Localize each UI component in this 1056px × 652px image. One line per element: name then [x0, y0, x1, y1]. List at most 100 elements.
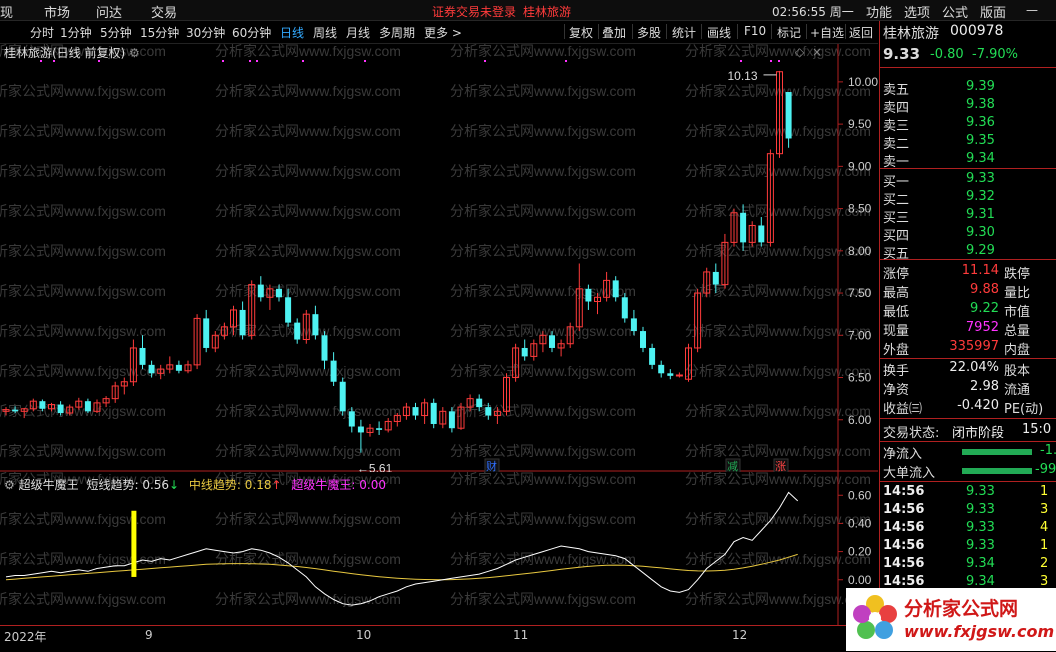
watermark-text: 分析家公式网www.fxjgsw.com — [215, 243, 401, 259]
candle-body-down — [667, 373, 674, 376]
indicator-tick-label: 0.60 — [848, 488, 872, 502]
watermark-text: 分析家公式网www.fxjgsw.com — [215, 472, 401, 487]
candle-body-down — [376, 428, 383, 430]
indicator-lines — [5, 491, 799, 606]
watermark-text: 分析家公式网www.fxjgsw.com — [450, 511, 636, 527]
indicator-chart[interactable]: 分析家公式网www.fxjgsw.com 分析家公式网www.fxjgsw.com… — [0, 472, 878, 625]
ask-row-value: 9.35 — [966, 133, 995, 148]
tab-period-30min[interactable]: 30分钟 — [186, 26, 226, 40]
watermark-text: 分析家公式网www.fxjgsw.com — [0, 163, 166, 179]
tab-period-timeshare[interactable]: 分时 — [30, 26, 55, 40]
fund-row-label2: 流通 — [1004, 383, 1031, 398]
bid-row-label: 买一 — [883, 175, 910, 190]
menu-item-layout[interactable]: 版面 — [980, 6, 1007, 21]
event-dot — [98, 60, 100, 62]
bid-row-value: 9.30 — [966, 225, 995, 240]
fund-row-label: 收益㈢ — [883, 402, 923, 417]
price-axis: 10.00 9.50 9.00 8.50 8.00 7.50 7.00 6.50 6.00 — [838, 75, 878, 427]
stat-row-label2: 市值 — [1004, 305, 1031, 320]
tab-period-multi[interactable]: 多周期 — [379, 26, 416, 40]
tab-period-daily[interactable]: 日线 — [280, 26, 305, 40]
login-warning[interactable]: 证券交易未登录 — [432, 5, 517, 19]
event-dot — [40, 60, 42, 62]
back-button[interactable]: 返回 — [849, 26, 874, 40]
price-change-pct: -7.90% — [972, 47, 1018, 62]
trade-status-value: 闭市阶段 — [952, 426, 1005, 441]
bull-value: 0.00 — [359, 478, 386, 492]
settings-dropdown-icon[interactable]: ⚙ — [129, 46, 140, 60]
menu-item-formula[interactable]: 公式 — [942, 6, 969, 21]
multi-stock-button[interactable]: 多股 — [637, 26, 662, 40]
overlay-button[interactable]: 叠加 — [602, 26, 627, 40]
candle-body-down — [758, 225, 765, 243]
candlestick-chart[interactable]: 分析家公式网www.fxjgsw.com 分析家公式网www.fxjgsw.com… — [0, 44, 878, 472]
menu-item-wenda[interactable]: 问达 — [96, 6, 123, 21]
bid-row-label: 买五 — [883, 247, 910, 262]
ask-row: 卖二 9.35 — [880, 133, 1056, 152]
tab-period-60min[interactable]: 60分钟 — [232, 26, 272, 40]
flower-logo-icon — [853, 595, 897, 639]
current-stock-name: 桂林旅游 — [523, 5, 572, 19]
big-inflow-value: -99 — [1035, 462, 1056, 477]
tick-row: 14:56 9.34 3 — [880, 574, 1056, 592]
short-trend-value: 0.56 — [142, 478, 170, 492]
watermark-text: 分析家公式网www.fxjgsw.com — [450, 363, 636, 379]
tab-period-5min[interactable]: 5分钟 — [100, 26, 132, 40]
watermark-text: 分析家公式网www.fxjgsw.com — [215, 283, 401, 299]
statistics-button[interactable]: 统计 — [672, 26, 697, 40]
menu-item-function[interactable]: 功能 — [866, 6, 893, 21]
menu-item-trade[interactable]: 交易 — [151, 6, 178, 21]
candle-body-up — [766, 153, 774, 243]
candle-body-down — [339, 381, 346, 412]
f10-button[interactable]: F10 — [744, 24, 767, 38]
ask-row-value: 9.39 — [966, 79, 995, 94]
clock-display: 02:56:55 周一 — [772, 5, 854, 19]
big-inflow-row: 大单流入 -99 — [880, 462, 1056, 481]
fund-row-label: 换手 — [883, 364, 910, 379]
bid-row-value: 9.33 — [966, 171, 995, 186]
candle-body-up — [248, 284, 256, 336]
ask-row: 卖三 9.36 — [880, 115, 1056, 134]
menu-item-options[interactable]: 选项 — [904, 6, 931, 21]
short-trend-label: 短线趋势: — [86, 478, 139, 492]
draw-line-button[interactable]: 画线 — [707, 26, 732, 40]
menu-item-discover[interactable]: 现 — [0, 6, 14, 21]
event-marker-box — [773, 458, 789, 472]
big-inflow-bar — [962, 468, 1032, 474]
fund-row-value: 22.04% — [949, 360, 999, 375]
tab-period-more[interactable]: 更多 > — [424, 26, 462, 40]
tab-period-15min[interactable]: 15分钟 — [140, 26, 180, 40]
tab-period-monthly[interactable]: 月线 — [346, 26, 371, 40]
watermark-text: 分析家公式网www.fxjgsw.com — [685, 511, 871, 527]
bid-row-value: 9.31 — [966, 207, 995, 222]
watermark-text: 分析家公式网www.fxjgsw.com — [685, 363, 871, 379]
candle-body-up — [20, 408, 28, 412]
watermark-text: 分析家公式网www.fxjgsw.com — [450, 443, 636, 459]
candle-body-down — [549, 335, 555, 348]
tick-row-label: 14:56 — [883, 538, 925, 553]
tab-period-weekly[interactable]: 周线 — [313, 26, 338, 40]
tick-row-volume: 4 — [1040, 520, 1049, 535]
watermark-text: 分析家公式网www.fxjgsw.com — [0, 591, 166, 607]
candle-body-up — [211, 334, 219, 349]
candle-body-down — [84, 401, 91, 412]
watermark-text: 分析家公式网www.fxjgsw.com — [0, 363, 166, 379]
trade-status-label: 交易状态: — [883, 426, 940, 441]
adjust-button[interactable]: 复权 — [569, 26, 594, 40]
period-toolbar: 分时 1分钟 5分钟 15分钟 30分钟 60分钟 日线 周线 月线 多周期 更… — [0, 21, 878, 44]
tab-period-1min[interactable]: 1分钟 — [60, 26, 92, 40]
candle-body-up — [466, 398, 474, 408]
candle-body-up — [694, 292, 702, 349]
menu-item-market[interactable]: 市场 — [44, 6, 71, 21]
mark-button[interactable]: 标记 — [777, 26, 802, 40]
candle-body-down — [321, 335, 328, 361]
watermark-text: 分析家公式网www.fxjgsw.com — [450, 123, 636, 139]
watermark-text: 分析家公式网www.fxjgsw.com — [0, 443, 166, 459]
add-favorite-button[interactable]: +自选 — [810, 26, 845, 40]
fund-row-label2: 股本 — [1004, 364, 1031, 379]
indicator-settings-icon[interactable]: ⚙ — [4, 478, 15, 492]
short-trend-line — [5, 491, 799, 606]
indicator-title: ⚙ 超级牛魔王 短线趋势: 0.56↓ 中线趋势: 0.18↑ 超级牛魔王: 0… — [4, 476, 386, 493]
event-dot — [222, 60, 224, 62]
minimize-icon[interactable]: — — [1026, 3, 1038, 17]
